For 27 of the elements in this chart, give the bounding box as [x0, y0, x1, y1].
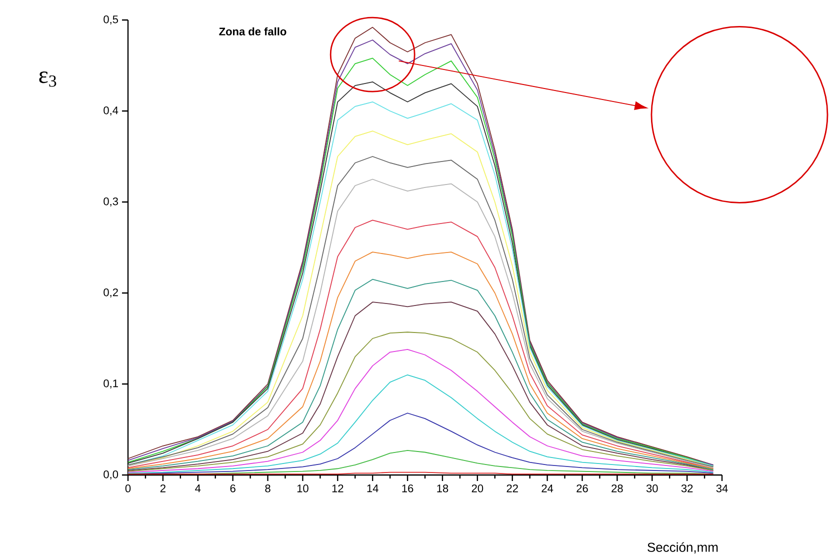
x-tick-label: 32 — [681, 484, 693, 492]
y-tick-label: 0,1 — [104, 379, 118, 389]
y-axis-title: ε$_{3}$ — [39, 72, 56, 87]
x-tick-label: 22 — [506, 484, 518, 492]
x-tick-label: 8 — [265, 484, 270, 492]
y-tick-label: 0,3 — [104, 197, 118, 207]
x-tick-label: 26 — [576, 484, 588, 492]
x-tick-label: 28 — [612, 484, 623, 492]
x-tick-label: 14 — [367, 484, 378, 492]
x-tick-label: 18 — [437, 484, 448, 492]
y-tick-label: 0,2 — [104, 288, 118, 298]
x-tick-label: 20 — [472, 484, 484, 492]
annotation: Zona de fallo — [219, 27, 286, 36]
x-tick-label: 30 — [646, 484, 658, 492]
y-tick-label: 0,5 — [104, 15, 118, 25]
x-tick-label: 2 — [160, 484, 166, 492]
x-tick-label: 10 — [297, 484, 308, 492]
x-axis-title: Sección,mm — [648, 542, 718, 554]
x-tick-label: 24 — [542, 484, 554, 492]
x-tick-label: 0 — [125, 484, 131, 492]
y-tick-label: 0,0 — [104, 470, 118, 480]
x-tick-label: 12 — [332, 484, 344, 492]
x-tick-label: 4 — [195, 484, 201, 492]
x-tick-label: 6 — [230, 484, 236, 492]
y-tick-label: 0,4 — [104, 106, 118, 116]
x-tick-label: 16 — [402, 484, 414, 492]
x-tick-label: 34 — [716, 484, 728, 492]
